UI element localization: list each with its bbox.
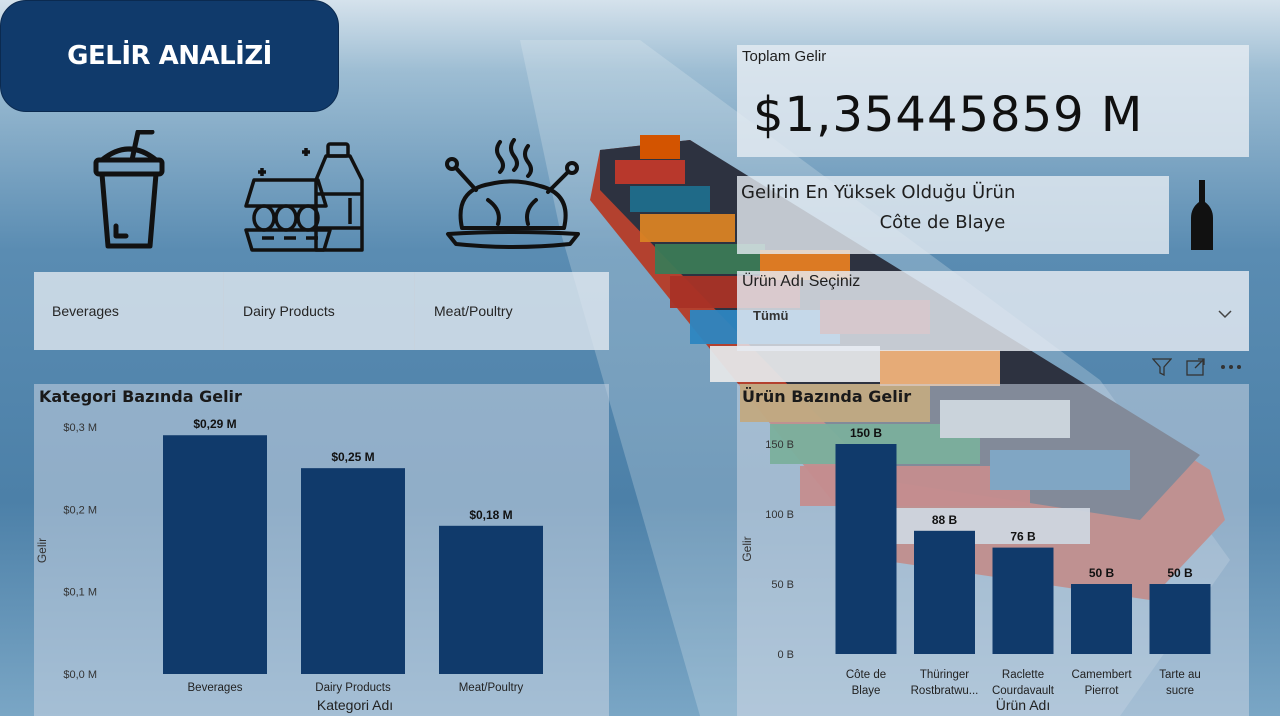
x-tick-label: Courdavault <box>992 685 1055 697</box>
y-axis-title: Gelir <box>740 536 754 561</box>
x-tick-label: sucre <box>1166 685 1194 697</box>
data-label: 88 B <box>932 513 958 527</box>
chevron-down-icon[interactable] <box>1218 307 1232 321</box>
top-product-card: Gelirin En Yüksek Olduğu Ürün Côte de Bl… <box>737 176 1169 254</box>
bar[interactable] <box>163 435 267 674</box>
x-tick-label: Beverages <box>188 682 243 694</box>
total-revenue-card: Toplam Gelir $1,35445859 M <box>737 45 1249 157</box>
y-tick-label: 100 B <box>765 509 794 521</box>
data-label: $0,25 M <box>331 450 374 464</box>
focus-mode-icon[interactable] <box>1186 358 1206 376</box>
x-tick-label: Camembert <box>1071 669 1132 681</box>
product-chart-title: Ürün Bazında Gelir <box>742 387 912 406</box>
category-slicer: Beverages Dairy Products Meat/Poultry <box>34 272 609 350</box>
x-tick-label: Pierrot <box>1085 685 1120 697</box>
bar[interactable] <box>914 530 975 654</box>
data-label: 50 B <box>1167 566 1193 580</box>
roast-chicken-icon <box>445 138 580 249</box>
product-slicer-label: Ürün Adı Seçiniz <box>742 273 861 290</box>
y-tick-label: $0,1 M <box>63 587 97 599</box>
data-label: 150 B <box>850 426 882 440</box>
product-revenue-chart: Ürün Bazında Gelir 0 B 50 B 100 B 150 B Geli… <box>737 384 1249 716</box>
category-revenue-chart: Kategori Bazında Gelir $0,0 M $0,1 M $0,2 … <box>34 384 609 716</box>
y-tick-label: 50 B <box>771 579 794 591</box>
y-tick-label: $0,3 M <box>63 422 97 434</box>
y-axis-title: Gelir <box>35 538 49 563</box>
y-tick-label: 150 B <box>765 439 794 451</box>
drink-cup-icon <box>93 130 165 249</box>
wine-bottle-icon <box>1191 180 1213 250</box>
filter-icon[interactable] <box>1152 358 1172 376</box>
y-tick-label: 0 B <box>777 649 794 661</box>
bar[interactable] <box>1071 584 1132 654</box>
data-label: 50 B <box>1089 566 1115 580</box>
category-chart-svg: $0,0 M $0,1 M $0,2 M $0,3 M Gelir $0,29 M Beve… <box>35 417 543 713</box>
bar[interactable] <box>439 525 543 674</box>
data-label: $0,18 M <box>469 508 512 522</box>
x-axis-title: Ürün Adı <box>996 696 1050 713</box>
visual-header-toolbar <box>1152 358 1242 376</box>
total-revenue-label: Toplam Gelir <box>742 48 827 65</box>
category-chart-title: Kategori Bazında Gelir <box>39 387 242 406</box>
data-label: $0,29 M <box>193 417 236 431</box>
dairy-eggs-milk-icon <box>244 142 364 252</box>
category-item-meat-poultry[interactable]: Meat/Poultry <box>434 303 513 319</box>
category-item-dairy-products[interactable]: Dairy Products <box>225 272 415 350</box>
product-slicer-dropdown[interactable]: Tümü <box>753 308 789 323</box>
x-tick-label: Rostbratwu... <box>911 685 979 697</box>
x-tick-label: Dairy Products <box>315 682 391 694</box>
top-product-label: Gelirin En Yüksek Olduğu Ürün <box>741 182 1016 203</box>
y-tick-label: $0,2 M <box>63 504 97 516</box>
bar[interactable] <box>1149 584 1211 654</box>
x-tick-label: Thüringer <box>920 669 969 681</box>
bar[interactable] <box>301 468 405 674</box>
product-chart-svg: 0 B 50 B 100 B 150 B Gelir 150 B Côte de Blaye 8… <box>740 426 1211 713</box>
x-tick-label: Côte de <box>846 669 886 681</box>
x-axis-title: Kategori Adı <box>317 697 393 713</box>
bar[interactable] <box>835 444 897 654</box>
product-slicer: Ürün Adı Seçiniz Tümü <box>737 271 1249 351</box>
top-product-value: Côte de Blaye <box>879 212 1006 233</box>
category-item-beverages[interactable]: Beverages <box>34 272 224 350</box>
y-tick-label: $0,0 M <box>63 669 97 681</box>
x-tick-label: Meat/Poultry <box>459 682 524 694</box>
page-title: GELİR ANALİZİ <box>67 41 272 71</box>
data-label: 76 B <box>1010 530 1036 544</box>
x-tick-label: Blaye <box>852 685 881 697</box>
total-revenue-value: $1,35445859 M <box>753 87 1144 143</box>
x-tick-label: Tarte au <box>1159 669 1201 681</box>
more-options-icon[interactable] <box>1220 364 1242 370</box>
bar[interactable] <box>992 547 1054 654</box>
x-tick-label: Raclette <box>1002 669 1044 681</box>
page-title-box: GELİR ANALİZİ <box>0 0 339 112</box>
